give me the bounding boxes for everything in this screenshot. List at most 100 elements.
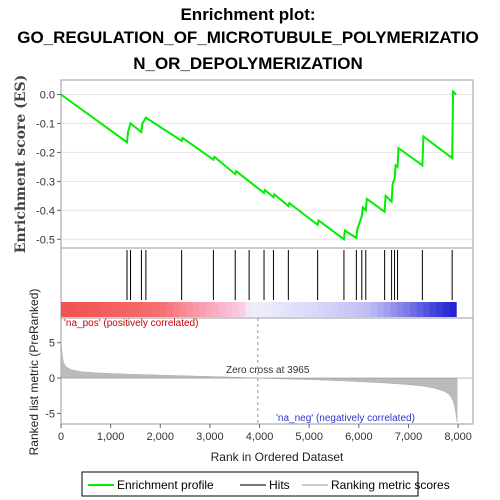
colorbar-segment — [265, 302, 273, 317]
rank-x-tick-label: 5,000 — [295, 431, 323, 443]
colorbar-segment — [146, 302, 154, 317]
colorbar-segment — [331, 302, 339, 317]
colorbar-segment — [107, 302, 115, 317]
rank-x-tick-label: 1,000 — [97, 431, 125, 443]
colorbar-segment — [159, 302, 167, 317]
colorbar-segment — [67, 302, 75, 317]
colorbar-segment — [74, 302, 82, 317]
colorbar-segment — [396, 302, 405, 317]
colorbar-segment — [350, 302, 358, 317]
colorbar-segment — [186, 302, 194, 317]
colorbar-segment — [363, 302, 372, 317]
es-y-ticks: 0.0 -0.1 -0.2 -0.3 -0.4 -0.5 — [36, 89, 61, 246]
colorbar-segment — [205, 302, 214, 317]
es-y-tick-label: -0.3 — [36, 176, 55, 188]
ranking-x-ticks: 0 1,000 2,000 3,000 4,000 5,000 6,000 7,000 8,00… — [58, 424, 472, 443]
es-y-tick-label: -0.4 — [36, 205, 55, 217]
colorbar-segment — [304, 302, 312, 317]
colorbar-segment — [429, 302, 437, 317]
colorbar-segment — [87, 302, 95, 317]
colorbar-segment — [251, 302, 260, 317]
ranking-metric-area — [60, 339, 458, 422]
es-profile — [60, 89, 457, 242]
colorbar-segment — [192, 302, 200, 317]
rank-x-tick-label: 8,000 — [444, 431, 472, 443]
colorbar-segment — [442, 302, 451, 317]
es-y-tick-label: -0.2 — [36, 147, 55, 159]
colorbar-segment — [238, 302, 246, 317]
rank-x-tick-label: 3,000 — [196, 431, 224, 443]
legend-enrichment-label: Enrichment profile — [117, 478, 214, 492]
es-y-axis-label: Enrichment score (ES) — [13, 75, 29, 253]
colorbar-segment — [80, 302, 88, 317]
legend-ranking-label: Ranking metric scores — [331, 478, 450, 492]
colorbar-segment — [291, 302, 299, 317]
legend: Enrichment profile Hits Ranking metric s… — [81, 471, 450, 497]
chart-title-line-3: N_OR_DEPOLYMERIZATION — [133, 54, 363, 73]
colorbar-segment — [232, 302, 240, 317]
hits-marks — [126, 250, 453, 300]
es-y-tick-label: 0.0 — [40, 89, 55, 101]
legend-hits-label: Hits — [269, 478, 290, 492]
colorbar-segment — [449, 302, 457, 317]
colorbar-segment — [403, 302, 411, 317]
rank-x-tick-label: 4,000 — [246, 431, 274, 443]
neg-annotation: 'na_neg' (negatively correlated) — [276, 413, 415, 424]
colorbar-segment — [383, 302, 391, 317]
rank-y-axis-label: Ranked list metric (PreRanked) — [27, 289, 41, 456]
colorbar-segment — [212, 302, 220, 317]
chart-title-line-2: GO_REGULATION_OF_MICROTUBULE_POLYMERIZAT… — [17, 28, 479, 47]
colorbar-segment — [410, 302, 418, 317]
pos-annotation: 'na_pos' (positively correlated) — [64, 318, 198, 329]
colorbar-segment — [113, 302, 121, 317]
colorbar-segment — [61, 302, 69, 317]
ranking-area — [60, 318, 473, 424]
chart-title-line-1: Enrichment plot: — [180, 5, 315, 24]
enrichment-profile-line — [60, 89, 457, 242]
colorbar-segment — [225, 302, 233, 317]
colorbar-segment — [311, 302, 319, 317]
colorbar-segment — [166, 302, 174, 317]
colorbar-segment — [271, 302, 279, 317]
colorbar-segment — [245, 302, 253, 317]
colorbar-segment — [344, 302, 352, 317]
rank-x-tick-label: 7,000 — [395, 431, 423, 443]
colorbar-segment — [179, 302, 187, 317]
colorbar-segment — [390, 302, 398, 317]
colorbar-segment — [284, 302, 293, 317]
colorbar-segment — [298, 302, 306, 317]
es-y-tick-label: -0.5 — [36, 234, 55, 246]
colorbar-segment — [199, 302, 207, 317]
colorbar-segment — [436, 302, 444, 317]
ranking-panel-frame — [60, 317, 474, 425]
colorbar-segment — [423, 302, 431, 317]
rank-x-tick-label: 2,000 — [147, 431, 175, 443]
rank-x-tick-label: 6,000 — [345, 431, 373, 443]
colorbar-segment — [120, 302, 128, 317]
colorbar-segment — [357, 302, 365, 317]
colorbar-segment — [278, 302, 286, 317]
colorbar-segment — [140, 302, 148, 317]
colorbar-segment — [337, 302, 345, 317]
colorbar-segment — [172, 302, 181, 317]
colorbar-segment — [370, 302, 378, 317]
colorbar-segment — [93, 302, 102, 317]
colorbar-segment — [100, 302, 108, 317]
colorbar-segment — [317, 302, 326, 317]
rank-x-tick-label: 0 — [58, 431, 64, 443]
colorbar-segment — [416, 302, 424, 317]
es-y-tick-label: -0.1 — [36, 118, 55, 130]
colorbar-segment — [377, 302, 385, 317]
rank-y-tick-label: 0 — [49, 373, 55, 385]
colorbar-segment — [126, 302, 135, 317]
colorbar-segment — [153, 302, 161, 317]
rank-x-axis-label: Rank in Ordered Dataset — [211, 450, 344, 464]
es-panel-frame — [60, 79, 474, 249]
colorbar-segment — [258, 302, 266, 317]
rank-y-tick-label: -5 — [45, 408, 55, 420]
rank-colorbar — [61, 302, 457, 317]
colorbar-segment — [133, 302, 141, 317]
rank-y-tick-label: 5 — [49, 338, 55, 350]
colorbar-segment — [219, 302, 227, 317]
